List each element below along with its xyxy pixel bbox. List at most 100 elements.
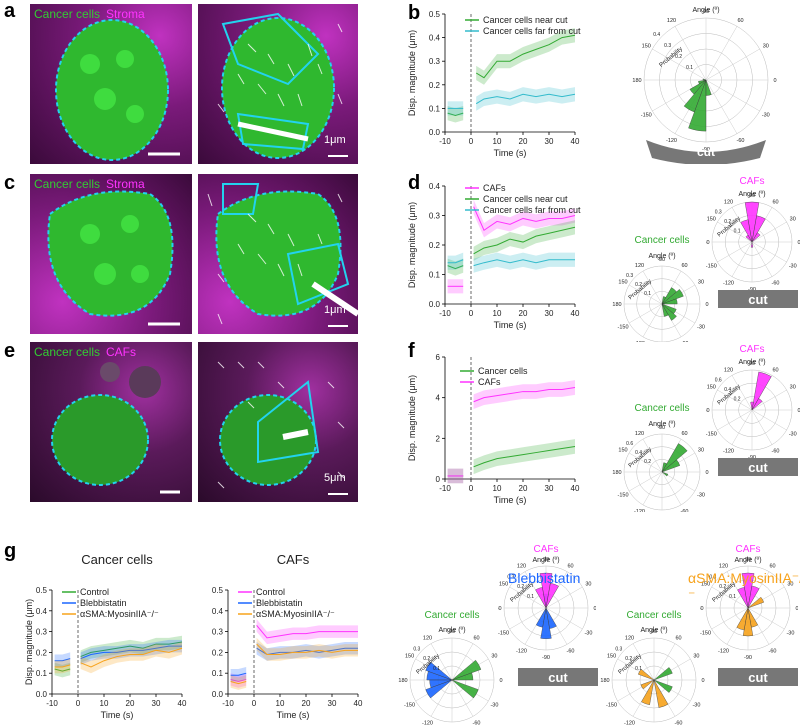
series-line-3 [256, 643, 358, 655]
polar-spoke [711, 586, 749, 609]
x-tick-label: 40 [178, 699, 187, 708]
x-tick-label: 20 [519, 484, 528, 493]
y-tick-label: 0.1 [429, 271, 441, 280]
y-tick-label: 0.3 [429, 57, 441, 66]
polar-angle-label: 30 [693, 654, 699, 660]
polar-title: CAFs [534, 544, 559, 555]
polar-title: CAFs [740, 344, 765, 355]
legend-label: Control [80, 587, 109, 597]
polar-spoke [628, 303, 663, 324]
polar-angle-label: 0 [795, 606, 798, 612]
x-axis-label: Time (s) [494, 320, 527, 330]
polar-title: CAFs [736, 544, 761, 555]
series-line-2 [473, 387, 576, 403]
polar-radius-label: 0.1 [734, 229, 741, 235]
polar-angle-label: 120 [635, 431, 644, 437]
polar-angle-title: Angle (º) [532, 557, 559, 564]
polar-spoke [451, 643, 474, 681]
y-tick-label: 0.2 [36, 648, 48, 657]
rose-bin [750, 401, 754, 411]
polar-angle-label: 60 [772, 199, 778, 205]
rose-bin [688, 79, 707, 132]
series-band-1 [230, 673, 247, 688]
polar-angle-label: 90 [543, 557, 549, 563]
polar-angle-title: Angle (º) [692, 7, 719, 14]
polar-angle-label: 150 [618, 448, 627, 454]
series-band-3 [447, 252, 464, 270]
y-tick-label: 0 [436, 475, 441, 484]
rose-bin [425, 661, 453, 681]
polar-angle-label: -150 [641, 113, 652, 119]
rose-g-blebb-cancer: 9060300-30-60-90-120-1501801501200.10.20… [398, 610, 502, 726]
polar-angle-label: -60 [473, 720, 481, 726]
chart-g-cancer: -10 0 10 20 30 40 0.0 0.1 0.2 0.3 0.4 0.5 Time (s) Di… [24, 552, 187, 720]
polar-angle-label: 0 [705, 470, 708, 476]
polar-radius-label: 0.6 [626, 441, 633, 447]
x-tick-label: 40 [571, 137, 580, 146]
polar-radius-label: 0.3 [413, 646, 420, 652]
polar-spoke [674, 26, 707, 81]
polar-radius-label: 0.6 [715, 378, 722, 384]
image-c-left: Cancer cells Stroma [30, 174, 192, 334]
polar-spoke [705, 79, 738, 134]
image-c-cancer-label: Cancer cells [34, 177, 101, 191]
rose-bin [698, 79, 707, 85]
legend-label: CAFs [483, 183, 506, 193]
series-band-1 [80, 635, 182, 663]
rose-bin [661, 289, 684, 305]
x-tick-label: 20 [126, 699, 135, 708]
rose-bin [641, 679, 655, 706]
y-tick-label: 0.3 [36, 628, 48, 637]
x-tick-label: 10 [493, 309, 502, 318]
rose-bin [451, 672, 474, 681]
polar-radius-label: 0.2 [635, 282, 642, 288]
rose-bin [751, 215, 766, 243]
polar-angle-title: Angle (º) [738, 191, 765, 198]
polar-radius-label: 0.2 [719, 584, 726, 590]
polar-angle-label: 60 [681, 263, 687, 269]
rose-bin [751, 398, 763, 411]
polar-radius-label: 0.1 [686, 65, 693, 71]
polar-spoke [642, 270, 663, 305]
rose-bin [545, 607, 557, 629]
image-c-right: 1μm [198, 174, 358, 334]
x-tick-label: 0 [76, 699, 81, 708]
series-band-3 [54, 658, 71, 674]
chart-title: CAFs [277, 552, 310, 567]
polar-radius-label: 0.3 [507, 574, 514, 580]
y-tick-label: 6 [436, 353, 441, 362]
y-tick-label: 0.5 [212, 586, 224, 595]
polar-radius-label: 0.3 [709, 574, 716, 580]
cut-bar-rect [718, 290, 798, 308]
polar-angle-label: 0 [797, 240, 800, 246]
x-axis-label: Time (s) [101, 710, 134, 720]
x-tick-label: 30 [152, 699, 161, 708]
legend-label: Blebbistatin [80, 598, 127, 608]
polar-spoke [509, 586, 547, 609]
polar-spoke [711, 607, 749, 630]
polar-title: Cancer cells [424, 610, 479, 621]
rose-d-cafs: 9060300-30-60-90-120-1501801501200.10.20… [706, 176, 800, 293]
cut-bar: cut [718, 458, 798, 476]
polar-radius-label: 0.2 [644, 459, 651, 465]
polar-spoke [632, 643, 655, 681]
cut-bar-rect [718, 458, 798, 476]
polar-angle-label: -30 [490, 703, 498, 709]
polar-angle-label: -60 [681, 341, 689, 342]
rose-bin [683, 79, 707, 113]
x-tick-label: 40 [571, 309, 580, 318]
polar-angle-label: 120 [423, 636, 432, 642]
y-tick-label: 0.2 [212, 648, 224, 657]
chart-d: -10 0 10 20 30 40 0.0 0.1 0.2 0.3 0.4 Time (s) Disp.… [407, 182, 581, 330]
polar-angle-label: 90 [749, 361, 755, 367]
polar-angle-label: 120 [719, 564, 728, 570]
series-band-3 [230, 675, 247, 690]
panel-label-e: e [4, 340, 16, 362]
series-line-3 [230, 681, 247, 685]
polar-angle-label: -60 [772, 449, 780, 455]
rose-bin [535, 587, 547, 609]
series-line-1 [80, 641, 183, 658]
polar-angle-label: 0 [705, 302, 708, 308]
series-line-2 [256, 647, 358, 656]
polar-spoke [705, 26, 738, 81]
